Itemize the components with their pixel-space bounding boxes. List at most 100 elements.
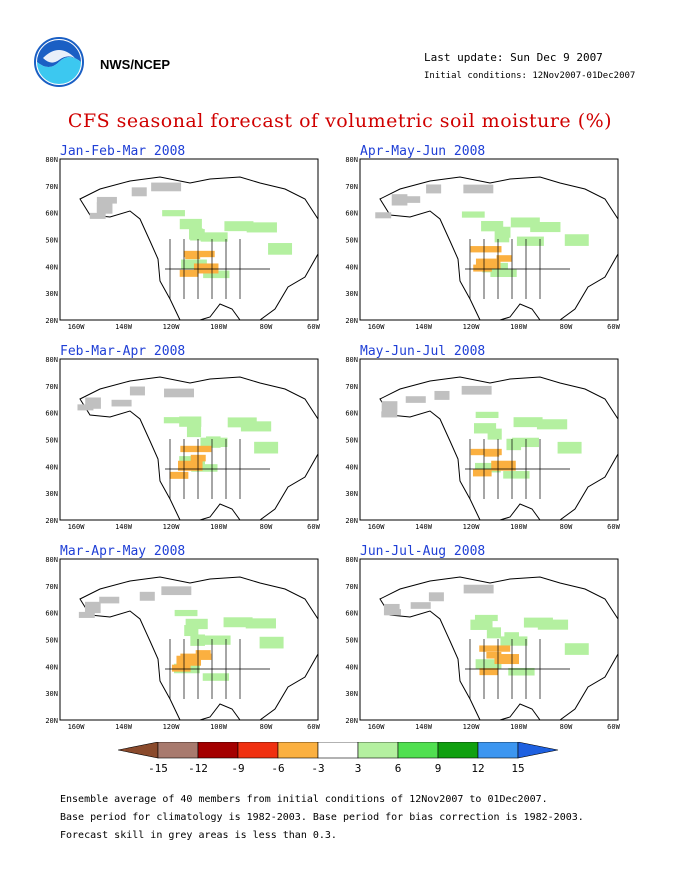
lon-tick: 80W	[260, 523, 273, 531]
shaded-cell	[463, 584, 494, 594]
shaded-cell	[179, 416, 202, 427]
shaded-cell	[516, 236, 544, 246]
shaded-cell	[139, 591, 155, 601]
shaded-cell	[89, 212, 106, 219]
shaded-cell	[530, 221, 561, 233]
panel-title-6: Jun-Jul-Aug 2008	[360, 544, 486, 559]
shaded-cell	[162, 210, 185, 217]
shaded-cell	[375, 212, 392, 219]
map-panel-2: 80N 70N 60N 50N 40N 30N 20N 160W 140W 120W 100W 80W…	[345, 156, 620, 331]
colorbar-label: 9	[435, 762, 442, 774]
lat-tick: 80N	[345, 356, 358, 364]
lon-tick: 60W	[307, 723, 320, 731]
note-base-period: Base period for climatology is 1982-2003…	[60, 812, 584, 823]
lon-tick: 160W	[368, 723, 386, 731]
lat-tick: 40N	[345, 463, 358, 471]
lon-tick: 120W	[463, 323, 481, 331]
shaded-cell	[564, 643, 589, 655]
lat-tick: 40N	[45, 463, 58, 471]
lat-tick: 60N	[345, 410, 358, 418]
initial-conditions: Initial conditions: 12Nov2007-01Dec2007	[424, 71, 636, 81]
shaded-cell	[475, 462, 501, 473]
shaded-cell	[245, 618, 276, 629]
colorbar-label: -12	[188, 762, 208, 774]
shaded-cell	[428, 592, 444, 602]
colorbar-swatch	[157, 742, 199, 759]
shaded-cell	[500, 636, 528, 646]
colorbar-swatch	[277, 742, 319, 759]
shaded-cell	[479, 645, 511, 652]
lon-tick: 120W	[163, 523, 181, 531]
shaded-cell	[512, 437, 540, 448]
lat-tick: 60N	[45, 410, 58, 418]
lat-tick: 20N	[345, 717, 358, 725]
lon-tick: 80W	[560, 323, 573, 331]
shaded-cell	[503, 471, 530, 479]
shaded-cell	[513, 417, 543, 428]
shaded-cell	[185, 618, 208, 630]
shaded-cell	[475, 411, 499, 419]
shaded-cell	[169, 471, 189, 479]
lat-tick: 80N	[45, 556, 58, 564]
map-panel-6: 80N 70N 60N 50N 40N 30N 20N 160W 140W 120W 100W 80W…	[345, 556, 620, 731]
lat-tick: 40N	[45, 663, 58, 671]
shaded-cell	[484, 450, 500, 457]
shaded-cell	[463, 184, 494, 194]
lon-tick: 60W	[607, 523, 620, 531]
colorbar-label: 3	[355, 762, 362, 774]
lon-tick: 80W	[260, 723, 273, 731]
lat-tick: 60N	[45, 610, 58, 618]
shaded-cell	[84, 601, 101, 614]
shaded-cell	[474, 614, 498, 622]
page-title: CFS seasonal forecast of volumetric soil…	[67, 110, 613, 132]
shaded-cell	[475, 258, 501, 269]
shaded-cell	[240, 421, 272, 432]
lat-tick: 30N	[45, 290, 58, 298]
lon-tick: 160W	[68, 723, 86, 731]
lon-tick: 60W	[607, 723, 620, 731]
noaa-logo	[34, 37, 84, 87]
shaded-cell	[259, 636, 284, 649]
lat-tick: 80N	[45, 156, 58, 164]
shaded-cell	[494, 230, 510, 243]
shaded-cell	[195, 650, 211, 657]
shaded-cell	[494, 654, 520, 665]
lat-tick: 60N	[345, 210, 358, 218]
shaded-cell	[184, 625, 199, 637]
lon-tick: 100W	[510, 723, 528, 731]
lat-tick: 40N	[345, 663, 358, 671]
shaded-cell	[164, 388, 194, 398]
shaded-cell	[151, 182, 182, 192]
lon-tick: 60W	[307, 323, 320, 331]
colorbar-label: -9	[231, 762, 244, 774]
lon-tick: 80W	[260, 323, 273, 331]
colorbar-swatch	[477, 742, 519, 759]
shaded-cell	[426, 184, 442, 194]
lon-tick: 120W	[163, 723, 181, 731]
colorbar-label: 15	[511, 762, 524, 774]
lon-tick: 100W	[210, 323, 228, 331]
shaded-cell	[179, 269, 199, 277]
shaded-cell	[161, 586, 192, 596]
colorbar-swatch	[517, 742, 559, 759]
colorbar-swatch	[237, 742, 279, 759]
shaded-cell	[486, 627, 501, 639]
shaded-cell	[461, 211, 485, 218]
shaded-cell	[461, 385, 492, 395]
lat-tick: 20N	[345, 317, 358, 325]
shaded-cell	[536, 419, 568, 430]
lat-tick: 30N	[345, 290, 358, 298]
lat-tick: 70N	[345, 183, 358, 191]
lat-tick: 30N	[345, 690, 358, 698]
lat-tick: 40N	[345, 263, 358, 271]
lon-tick: 140W	[415, 323, 433, 331]
colorbar-label: -6	[271, 762, 284, 774]
map-panel-3: 80N 70N 60N 50N 40N 30N 20N 160W 140W 120W 100W 80W…	[45, 356, 320, 531]
shaded-cell	[99, 596, 120, 604]
lon-tick: 100W	[510, 323, 528, 331]
shaded-cell	[191, 464, 218, 472]
shaded-cell	[96, 202, 113, 214]
shaded-cell	[400, 196, 421, 203]
panel-title-1: Jan-Feb-Mar 2008	[60, 144, 186, 159]
lon-tick: 160W	[368, 323, 386, 331]
